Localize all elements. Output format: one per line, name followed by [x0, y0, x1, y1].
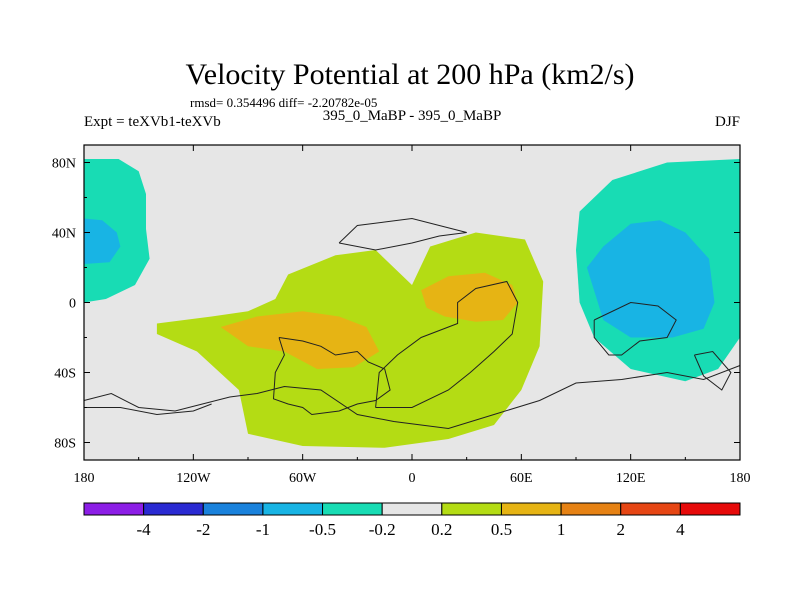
coastline-0 — [272, 337, 391, 416]
colorbar-swatch — [381, 502, 443, 516]
case-label: 395_0_MaBP - 395_0_MaBP — [323, 108, 502, 124]
axis-ticks — [83, 145, 741, 460]
contour-region-africa-core — [421, 272, 518, 322]
coastline-layer — [83, 217, 741, 430]
x-tick-label: 0 — [409, 471, 416, 486]
x-tick-label: 120E — [616, 471, 646, 486]
y-tick-label: 40S — [54, 367, 76, 382]
axis-labels: 180 120W 60W 0 60E 120E 180 80N 40N 0 40S 80S — [52, 157, 751, 487]
colorbar-swatch — [441, 502, 502, 516]
y-tick-label: 0 — [69, 297, 76, 312]
x-tick-label: 180 — [730, 471, 751, 486]
x-tick-label: 60W — [289, 471, 317, 486]
colorbar-label: -0.2 — [369, 520, 396, 539]
map-fill-layer — [84, 145, 740, 460]
colorbar-label: -0.5 — [309, 520, 336, 539]
colorbar-swatch — [202, 502, 264, 516]
coastline-5 — [593, 301, 677, 356]
x-tick-label: 60E — [510, 471, 533, 486]
y-tick-label: 80S — [54, 437, 76, 452]
stats-label: rmsd= 0.354496 diff= -2.20782e-05 — [190, 95, 377, 110]
colorbar-label: 1 — [557, 520, 566, 539]
coastline-2 — [83, 365, 741, 430]
y-tick-label: 80N — [52, 157, 76, 172]
coastline-3 — [84, 403, 212, 416]
x-tick-label: 120W — [176, 471, 211, 486]
coastline-1 — [375, 280, 519, 408]
colorbar-swatch — [83, 502, 145, 516]
colorbar-swatch — [500, 502, 562, 516]
colorbar-label: -2 — [196, 520, 210, 539]
coastline-4 — [338, 217, 467, 251]
colorbar-label: 4 — [676, 520, 685, 539]
colorbar-label: -1 — [256, 520, 270, 539]
colorbar-swatch — [679, 502, 741, 516]
colorbar-swatch — [322, 502, 383, 516]
colorbar-swatch — [143, 502, 204, 516]
chart-title: Velocity Potential at 200 hPa (km2/s) — [185, 58, 634, 91]
colorbar: -4 -2 -1 -0.5 -0.2 0.2 0.5 1 2 4 — [83, 502, 741, 539]
colorbar-swatch — [620, 502, 681, 516]
colorbar-label: 0.5 — [491, 520, 512, 539]
y-tick-label: 40N — [52, 227, 76, 242]
experiment-label: Expt = teXVb1-teXVb — [84, 114, 221, 130]
contour-region-west-pacific-north — [84, 159, 150, 303]
colorbar-swatch — [262, 502, 324, 516]
colorbar-swatch — [560, 502, 622, 516]
contour-region-west-pacific-north-core — [84, 218, 121, 264]
colorbar-label: 0.2 — [431, 520, 452, 539]
colorbar-label: -4 — [137, 520, 152, 539]
season-label: DJF — [715, 114, 740, 130]
coastline-6 — [693, 350, 732, 391]
x-tick-label: 180 — [74, 471, 95, 486]
colorbar-label: 2 — [616, 520, 625, 539]
